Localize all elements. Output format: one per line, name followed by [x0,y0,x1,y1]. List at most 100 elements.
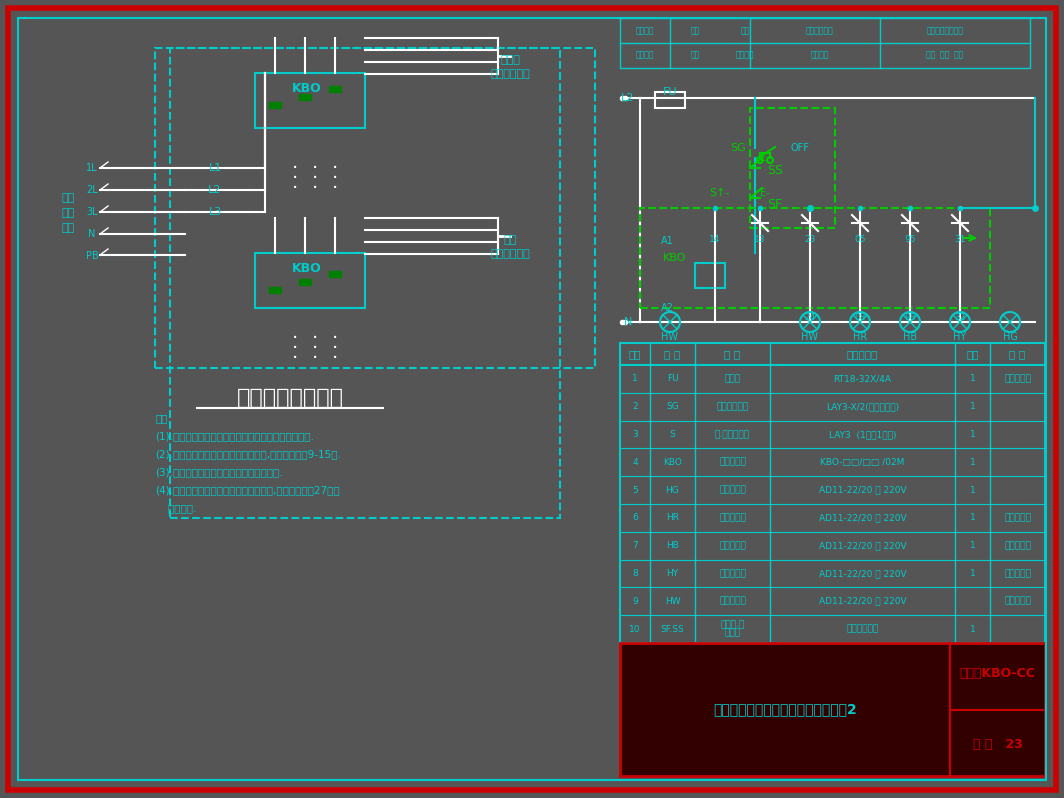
Bar [655,92,685,108]
Text: 控制保护器: 控制保护器 [719,458,746,467]
Text: ·: · [312,349,318,368]
Text: 4: 4 [632,458,637,467]
Text: FU: FU [663,87,678,97]
Text: HB: HB [903,332,917,342]
Text: SG: SG [666,402,679,411]
Text: 备 注: 备 注 [1010,349,1026,359]
Text: 23: 23 [804,235,816,244]
Text: 31: 31 [954,235,966,244]
Text: 通.断按钮开关: 通.断按钮开关 [715,430,750,439]
Text: A1: A1 [661,236,674,246]
Text: AD11-22/20 ～ 220V: AD11-22/20 ～ 220V [818,597,907,606]
Text: S↑-: S↑- [710,188,730,198]
Bar [255,253,365,308]
Text: ·: · [312,168,318,188]
Text: 黄色信号灯: 黄色信号灯 [719,569,746,578]
Bar [620,643,1045,776]
Text: 手动控制: 手动控制 [735,50,754,60]
Text: ·: · [312,179,318,197]
Bar [269,102,281,108]
Text: 1: 1 [969,458,976,467]
Text: E-: E- [760,153,770,163]
Text: 序号: 序号 [629,349,642,359]
Text: ·: · [292,338,298,358]
Text: E-: E- [760,188,770,198]
Text: 外引通.断: 外引通.断 [720,621,745,630]
Text: 6: 6 [632,513,638,523]
Text: HW: HW [801,332,818,342]
Text: SS: SS [767,164,783,176]
Text: 14: 14 [710,235,720,244]
Text: ·: · [292,159,298,177]
Text: HW: HW [662,332,679,342]
Text: HG: HG [666,486,680,495]
Text: 信号: 信号 [691,50,700,60]
Text: SF: SF [767,199,782,211]
Text: 9: 9 [632,597,638,606]
Text: 1: 1 [969,486,976,495]
Text: KBO: KBO [663,458,682,467]
Text: 2L: 2L [86,185,98,195]
Text: 1: 1 [969,569,976,578]
Bar [299,279,311,285]
Text: 按需要增减: 按需要增减 [1004,569,1031,578]
Bar [329,86,340,92]
Bar [620,343,1045,643]
Text: 10: 10 [629,625,641,634]
Text: 运行信号: 运行信号 [811,50,829,60]
Text: KBO-□□/□□ /02M: KBO-□□/□□ /02M [820,458,904,467]
Text: 32: 32 [954,313,966,322]
Text: 符 号: 符 号 [664,349,681,359]
Text: 5: 5 [632,486,638,495]
Text: 照明: 照明 [62,193,74,203]
Text: ·: · [292,168,298,188]
Text: AD11-22/20 ～ 220V: AD11-22/20 ～ 220V [818,569,907,578]
Bar [620,18,1030,68]
Text: RT18-32X/4A: RT18-32X/4A [833,374,892,383]
Text: 1: 1 [632,374,638,383]
Text: 白色信号灯: 白色信号灯 [719,597,746,606]
Text: 注：: 注： [155,413,167,423]
Text: 进线: 进线 [62,223,74,233]
Text: ·: · [292,349,298,368]
Text: 名 称: 名 称 [725,349,741,359]
Text: L1: L1 [209,163,221,173]
Text: 报警信号辅助信号: 报警信号辅助信号 [927,26,964,35]
Text: 页 号   23: 页 号 23 [972,738,1023,751]
Text: A2: A2 [661,303,674,313]
Text: AD11-22/20 ～ 220V: AD11-22/20 ～ 220V [818,513,907,523]
Text: 旋钮位置开关: 旋钮位置开关 [716,402,749,411]
Text: 图集号KBO-CC: 图集号KBO-CC [960,667,1035,680]
Text: (2).控制保护器的选型由工程设计决定,详见本图集第9-15页.: (2).控制保护器的选型由工程设计决定,详见本图集第9-15页. [155,449,340,459]
Text: 13: 13 [754,235,766,244]
Text: 1: 1 [969,541,976,550]
Text: HY: HY [953,332,966,342]
Text: FU: FU [667,374,679,383]
Text: 1: 1 [969,513,976,523]
Text: 电源: 电源 [691,26,700,35]
Text: 带熔断指示: 带熔断指示 [1004,374,1031,383]
Text: 断地: 断地 [741,26,750,35]
Text: 大面积: 大面积 [500,55,520,65]
Text: 照明配电箱系统图: 照明配电箱系统图 [236,388,344,408]
Text: ·: · [312,338,318,358]
Text: ·: · [332,329,338,347]
Text: 照明灯具出线: 照明灯具出线 [491,249,530,259]
Text: 制电路图.: 制电路图. [155,503,197,513]
Bar [255,73,365,128]
Text: LAY3-X/2(三位定位式): LAY3-X/2(三位定位式) [826,402,899,411]
Text: 08: 08 [854,313,866,322]
Text: PB: PB [85,251,98,261]
Text: 短路  故障  停止: 短路 故障 停止 [927,50,964,60]
Text: 按需要增减: 按需要增减 [1004,597,1031,606]
Text: 工程设计决定: 工程设计决定 [846,625,879,634]
Text: SG: SG [730,143,746,153]
Bar [299,94,311,100]
Text: 按需要增减: 按需要增减 [1004,513,1031,523]
Text: OFF: OFF [791,143,810,153]
Text: ·: · [312,159,318,177]
Text: 3: 3 [632,430,638,439]
Text: 1: 1 [969,402,976,411]
Text: ·: · [292,179,298,197]
Text: 24: 24 [804,313,816,322]
